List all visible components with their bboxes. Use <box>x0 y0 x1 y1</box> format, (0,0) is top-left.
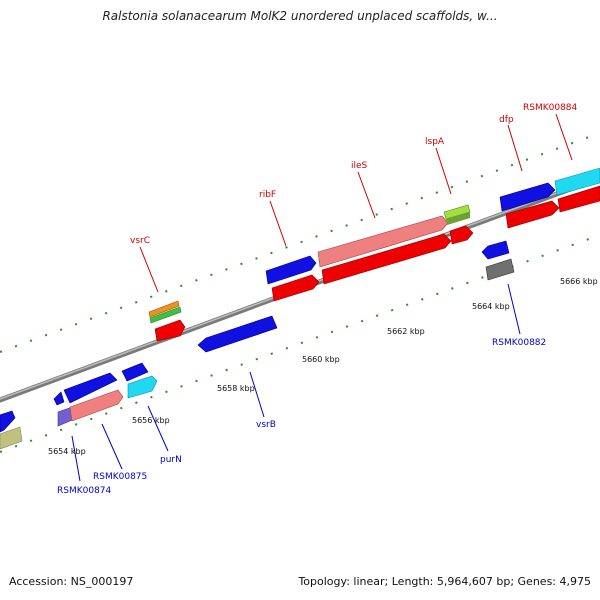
feature-orange-vsrC[interactable] <box>148 300 180 318</box>
leader-purN <box>147 405 169 452</box>
map-title: Ralstonia solanacearum MolK2 unordered u… <box>102 9 498 23</box>
gene-label-lspA[interactable]: lspA <box>425 137 445 147</box>
feature-lime-lspA-shade <box>446 212 470 225</box>
top-leader-lines <box>139 113 573 293</box>
scale-label-5660: 5660 kbp <box>302 355 340 364</box>
leader-dfp <box>507 124 523 172</box>
leader-RSMK00874 <box>71 435 81 482</box>
feature-cyan-purN[interactable] <box>127 375 158 399</box>
scale-label-5654: 5654 kbp <box>48 447 86 456</box>
gene-label-dfp[interactable]: dfp <box>499 115 514 125</box>
scale-label-5656: 5656 kbp <box>132 416 170 425</box>
feature-pink-00875[interactable] <box>69 389 124 422</box>
gene-features <box>0 167 600 450</box>
feature-small-blue[interactable] <box>53 391 65 406</box>
feature-olive-left[interactable] <box>0 426 23 450</box>
feature-red-lspA[interactable] <box>449 225 474 245</box>
leader-lspA <box>435 147 452 195</box>
gene-label-ileS[interactable]: ileS <box>351 161 368 171</box>
feature-blue-00882[interactable] <box>481 240 510 260</box>
feature-cyan-00884[interactable] <box>554 167 600 196</box>
feature-red-vsrC[interactable] <box>154 319 186 342</box>
scale-label-5666: 5666 kbp <box>560 277 598 286</box>
feature-green-vsrC[interactable] <box>149 306 182 324</box>
gene-label-RSMK00874[interactable]: RSMK00874 <box>57 486 112 496</box>
feature-purple-00874[interactable] <box>57 406 73 427</box>
gene-label-vsrB[interactable]: vsrB <box>256 420 276 430</box>
leader-RSMK00882 <box>507 283 521 335</box>
accession-text: Accession: NS_000197 <box>9 575 134 588</box>
bottom-leader-lines <box>71 283 521 482</box>
scale-label-5658: 5658 kbp <box>217 384 255 393</box>
gene-label-vsrC[interactable]: vsrC <box>130 236 150 246</box>
tick-track-upper <box>0 132 600 353</box>
feature-blue-left[interactable] <box>0 410 16 433</box>
feature-red-dfp[interactable] <box>505 200 560 229</box>
feature-blue-dfp[interactable] <box>499 182 556 212</box>
leader-ribF <box>269 200 287 247</box>
feature-blue-ribF[interactable] <box>265 255 317 285</box>
leader-vsrC <box>139 246 159 293</box>
scale-label-5664: 5664 kbp <box>472 302 510 311</box>
feature-blue-00875[interactable] <box>63 372 118 404</box>
gene-label-RSMK00882[interactable]: RSMK00882 <box>492 338 546 348</box>
leader-RSMK00875 <box>101 423 123 470</box>
gene-label-ribF[interactable]: ribF <box>259 190 276 200</box>
feature-pink-ileS[interactable] <box>317 215 449 268</box>
feature-blue-purN[interactable] <box>121 362 149 382</box>
gene-label-RSMK00875[interactable]: RSMK00875 <box>93 472 147 482</box>
leader-vsrB <box>249 371 265 418</box>
feature-red-00884[interactable] <box>557 185 600 213</box>
feature-blue-vsrB[interactable] <box>197 315 278 353</box>
scale-label-5662: 5662 kbp <box>387 327 425 336</box>
leader-ileS <box>357 171 376 219</box>
gene-label-RSMK00884[interactable]: RSMK00884 <box>523 103 578 113</box>
gene-label-purN[interactable]: purN <box>160 455 182 465</box>
leader-RSMK00884 <box>555 113 573 161</box>
feature-grey-00882[interactable] <box>485 258 515 281</box>
topology-summary: Topology: linear; Length: 5,964,607 bp; … <box>298 575 591 588</box>
feature-red-ribF[interactable] <box>271 274 320 302</box>
feature-red-ileS[interactable] <box>321 233 452 285</box>
